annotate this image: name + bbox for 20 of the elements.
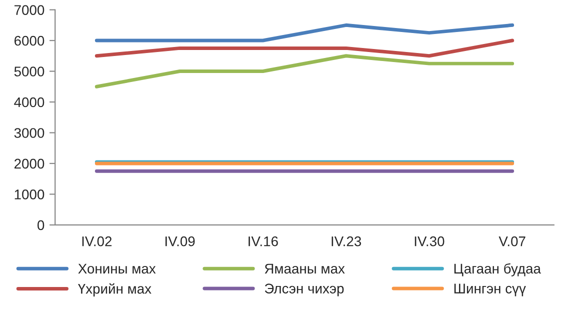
legend-label: Үхрийн мах: [78, 283, 152, 296]
x-tick-label: IV.30: [414, 236, 444, 246]
x-tick-label: V.07: [498, 236, 526, 246]
x-tick-label: IV.09: [166, 236, 195, 246]
y-tick-label: 5000: [14, 66, 44, 76]
y-tick-label: 0: [38, 220, 44, 230]
y-tick-label: 7000: [14, 5, 44, 15]
legend-label: Элсэн чихэр: [264, 284, 344, 296]
y-tick-label: 6000: [14, 36, 44, 46]
x-tick-label: IV.16: [248, 236, 278, 246]
x-tick-label: IV.23: [332, 236, 362, 246]
y-tick-label: 2000: [14, 158, 44, 169]
x-tick-label: IV.02: [82, 236, 112, 246]
legend-label: Цагаан будаа: [454, 263, 541, 276]
legend-label: Хонины мах: [78, 264, 156, 274]
y-tick-label: 1000: [14, 190, 44, 200]
y-tick-label: 3000: [14, 128, 44, 138]
legend-label: Шингэн сүү: [454, 284, 526, 296]
y-tick-label: 4000: [14, 97, 44, 108]
legend-label: Ямааны мах: [264, 264, 345, 274]
